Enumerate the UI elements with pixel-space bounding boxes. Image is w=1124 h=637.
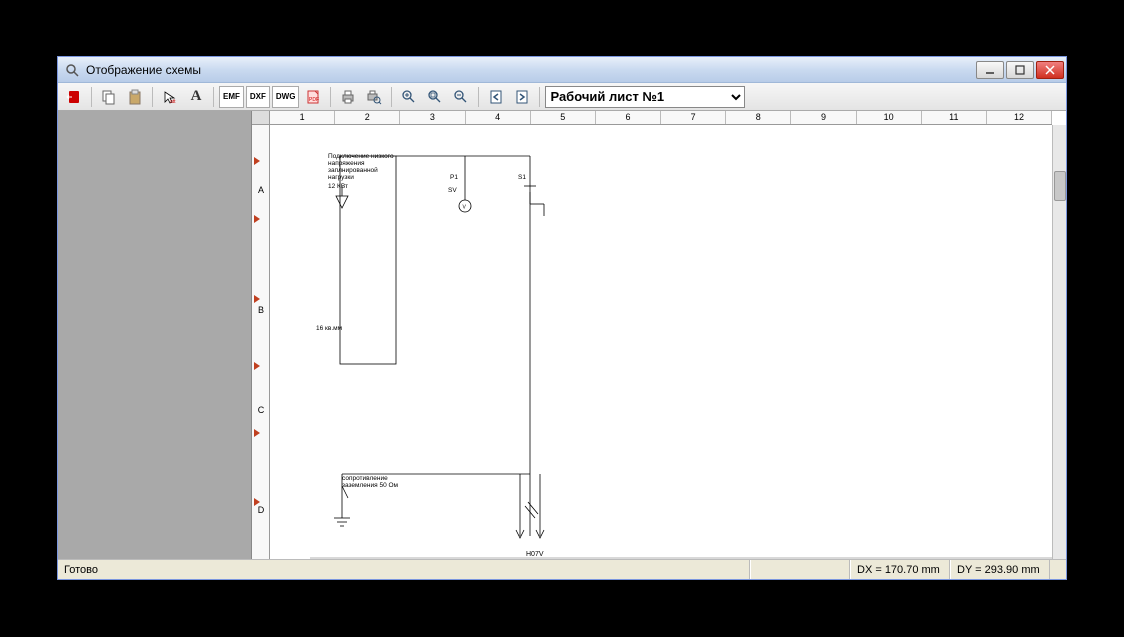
svg-text:V: V bbox=[463, 205, 467, 211]
copy-icon[interactable] bbox=[97, 86, 121, 108]
zoom-fit-icon[interactable] bbox=[423, 86, 447, 108]
window-controls bbox=[976, 61, 1064, 79]
maximize-button[interactable] bbox=[1006, 61, 1034, 79]
ruler-marker-icon bbox=[254, 157, 260, 165]
ruler-col: 4 bbox=[466, 111, 531, 124]
ruler-col: 8 bbox=[726, 111, 791, 124]
statusbar: Готово DX = 170.70 mm DY = 293.90 mm bbox=[58, 559, 1066, 579]
label-section: 16 кв.мм bbox=[316, 325, 342, 332]
navigator-panel[interactable] bbox=[58, 111, 252, 559]
svg-text:PDF: PDF bbox=[309, 97, 319, 103]
print-preview-icon[interactable] bbox=[362, 86, 386, 108]
minimize-button[interactable] bbox=[976, 61, 1004, 79]
separator bbox=[478, 87, 479, 107]
zoom-out-icon[interactable] bbox=[449, 86, 473, 108]
label-resistance: сопротивление заземления 50 Ом bbox=[342, 475, 402, 489]
vertical-scrollbar[interactable] bbox=[1052, 125, 1066, 559]
status-dy: DY = 293.90 mm bbox=[950, 560, 1050, 579]
export-dwg-button[interactable]: DWG bbox=[272, 86, 300, 108]
separator bbox=[91, 87, 92, 107]
pointer-icon[interactable]: att bbox=[158, 86, 182, 108]
worksheet-select[interactable]: Рабочий лист №1 bbox=[545, 86, 745, 108]
ruler-row: B bbox=[252, 305, 270, 315]
ruler-marker-icon bbox=[254, 429, 260, 437]
ruler-marker-icon bbox=[254, 295, 260, 303]
ruler-col: 1 bbox=[270, 111, 335, 124]
window-title: Отображение схемы bbox=[86, 63, 976, 77]
text-tool-icon[interactable]: A bbox=[184, 86, 208, 108]
ruler-col: 3 bbox=[400, 111, 465, 124]
separator bbox=[330, 87, 331, 107]
zoom-in-icon[interactable] bbox=[397, 86, 421, 108]
paste-icon[interactable] bbox=[123, 86, 147, 108]
ruler-col: 9 bbox=[791, 111, 856, 124]
ruler-row: D bbox=[252, 505, 270, 515]
separator bbox=[539, 87, 540, 107]
next-page-icon[interactable] bbox=[510, 86, 534, 108]
ruler-corner bbox=[252, 111, 270, 125]
ruler-col: 5 bbox=[531, 111, 596, 124]
ruler-row: C bbox=[252, 405, 270, 415]
separator bbox=[152, 87, 153, 107]
ruler-row: A bbox=[252, 185, 270, 195]
separator bbox=[213, 87, 214, 107]
ruler-vertical[interactable]: A B C D bbox=[252, 125, 270, 559]
status-spacer bbox=[750, 560, 850, 579]
export-emf-button[interactable]: EMF bbox=[219, 86, 244, 108]
export-dxf-button[interactable]: DXF bbox=[246, 86, 270, 108]
status-dx: DX = 170.70 mm bbox=[850, 560, 950, 579]
app-icon bbox=[64, 62, 80, 78]
ruler-col: 10 bbox=[857, 111, 922, 124]
drawing-canvas[interactable]: V bbox=[270, 125, 1052, 559]
titlebar[interactable]: Отображение схемы bbox=[58, 57, 1066, 83]
prev-page-icon[interactable] bbox=[484, 86, 508, 108]
label-p1: P1 bbox=[450, 174, 458, 181]
ruler-marker-icon bbox=[254, 362, 260, 370]
ruler-marker-icon bbox=[254, 215, 260, 223]
ruler-col: 12 bbox=[987, 111, 1052, 124]
client-area: 123456789101112 ABCD V bbox=[58, 111, 1066, 559]
drawing-area: 123456789101112 ABCD V bbox=[252, 111, 1066, 559]
label-load: 12 КВт bbox=[328, 183, 348, 190]
ruler-col: 6 bbox=[596, 111, 661, 124]
schematic-svg: V bbox=[270, 125, 1052, 559]
status-ready: Готово bbox=[58, 560, 750, 579]
close-button[interactable] bbox=[1036, 61, 1064, 79]
label-sv: SV bbox=[448, 187, 457, 194]
ruler-col: 7 bbox=[661, 111, 726, 124]
ruler-col: 2 bbox=[335, 111, 400, 124]
separator bbox=[391, 87, 392, 107]
export-pdf-icon[interactable]: PDF bbox=[301, 86, 325, 108]
app-window: Отображение схемы att A EMF DXF DWG PDF bbox=[57, 56, 1067, 580]
toolbar: att A EMF DXF DWG PDF bbox=[58, 83, 1066, 111]
label-footer: H07V bbox=[526, 551, 544, 558]
ruler-marker-icon bbox=[254, 498, 260, 506]
ruler-col: 11 bbox=[922, 111, 987, 124]
svg-text:att: att bbox=[170, 99, 176, 104]
label-connection: Подключение низкого напряжения заплниров… bbox=[328, 153, 398, 182]
label-s1: S1 bbox=[518, 174, 526, 181]
ruler-horizontal[interactable]: 123456789101112 bbox=[270, 111, 1052, 125]
print-icon[interactable] bbox=[336, 86, 360, 108]
scrollbar-thumb[interactable] bbox=[1054, 171, 1066, 201]
exit-icon[interactable] bbox=[62, 86, 86, 108]
